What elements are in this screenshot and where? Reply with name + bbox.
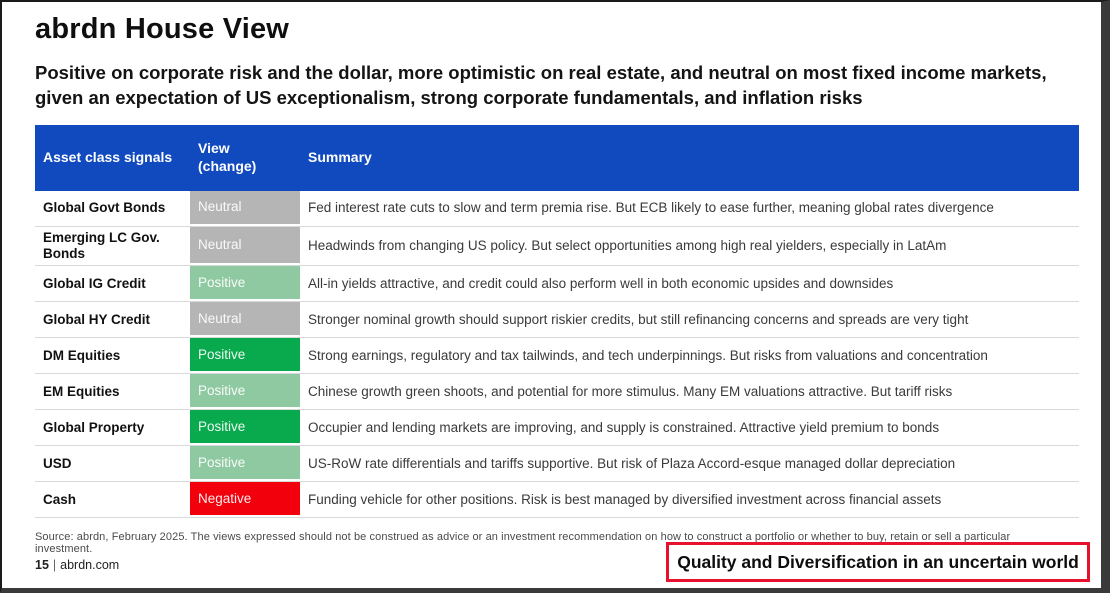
asset-name: Global IG Credit xyxy=(43,275,146,291)
view-badge: Positive xyxy=(190,338,300,374)
summary-text: Headwinds from changing US policy. But s… xyxy=(308,238,947,254)
summary-text: Funding vehicle for other positions. Ris… xyxy=(308,491,942,507)
summary-text: Occupier and lending markets are improvi… xyxy=(308,419,940,435)
asset-name: Global HY Credit xyxy=(43,311,151,327)
column-header-summary: Summary xyxy=(308,149,372,166)
view-badge: Neutral xyxy=(190,302,300,338)
asset-name: EM Equities xyxy=(43,383,120,399)
summary-text: All-in yields attractive, and credit cou… xyxy=(308,275,894,291)
column-header-view-change: View (change) xyxy=(198,140,257,174)
site-name: abrdn.com xyxy=(60,558,120,572)
source-note: Source: abrdn, February 2025. The views … xyxy=(35,531,1011,556)
tagline-text: Quality and Diversification in an uncert… xyxy=(677,551,1079,572)
view-badge: Positive xyxy=(190,446,300,482)
asset-name: Global Property xyxy=(43,419,145,435)
footer-separator: | xyxy=(52,558,57,572)
table-row: Global Property Positive Occupier and lend… xyxy=(35,410,1079,447)
asset-name: DM Equities xyxy=(43,347,121,363)
view-badge: Positive xyxy=(190,374,300,410)
table-row: Global HY Credit Neutral Stronger nominal … xyxy=(35,302,1079,339)
table-row: Cash Negative Funding vehicle for other po… xyxy=(35,482,1079,519)
footer-page-info: 15 | abrdn.com xyxy=(35,558,119,572)
page-number: 15 xyxy=(35,558,49,572)
view-badge: Neutral xyxy=(190,190,300,226)
asset-name: Global Govt Bonds xyxy=(43,200,166,216)
table-row: USD Positive US-RoW rate differentials and… xyxy=(35,446,1079,483)
summary-text: Fed interest rate cuts to slow and term … xyxy=(308,200,994,216)
summary-text: Stronger nominal growth should support r… xyxy=(308,311,969,327)
asset-name: Emerging LC Gov. Bonds xyxy=(43,229,160,262)
tagline-box: Quality and Diversification in an uncert… xyxy=(666,542,1090,582)
view-badge: Positive xyxy=(190,410,300,446)
view-badge: Positive xyxy=(190,266,300,302)
asset-name: USD xyxy=(43,455,72,471)
table-row: Global IG Credit Positive All-in yields at… xyxy=(35,266,1079,303)
page-title: abrdn House View xyxy=(35,13,290,45)
table-row: Emerging LC Gov. Bonds Neutral Headwinds f… xyxy=(35,226,1079,267)
table-row: DM Equities Positive Strong earnings, regu… xyxy=(35,338,1079,375)
summary-text: Chinese growth green shoots, and potenti… xyxy=(308,383,953,399)
table-header-row: Asset class signals View (change) Summar… xyxy=(35,124,1079,191)
asset-signals-table: Asset class signals View (change) Summar… xyxy=(35,124,1079,519)
summary-text: US-RoW rate differentials and tariffs su… xyxy=(308,455,956,471)
slide-content: abrdn House View Positive on corporate r… xyxy=(2,13,1101,555)
table-body: Global Govt Bonds Neutral Fed interest rat… xyxy=(35,190,1079,519)
table-row: EM Equities Positive Chinese growth green … xyxy=(35,374,1079,411)
view-badge: Negative xyxy=(190,482,300,518)
summary-text: Strong earnings, regulatory and tax tail… xyxy=(308,347,988,363)
slide-subtitle: Positive on corporate risk and the dolla… xyxy=(35,62,1047,108)
column-header-asset-class: Asset class signals xyxy=(43,149,173,166)
asset-name: Cash xyxy=(43,491,77,507)
table-row: Global Govt Bonds Neutral Fed interest rat… xyxy=(35,190,1079,227)
view-badge: Neutral xyxy=(190,226,300,266)
